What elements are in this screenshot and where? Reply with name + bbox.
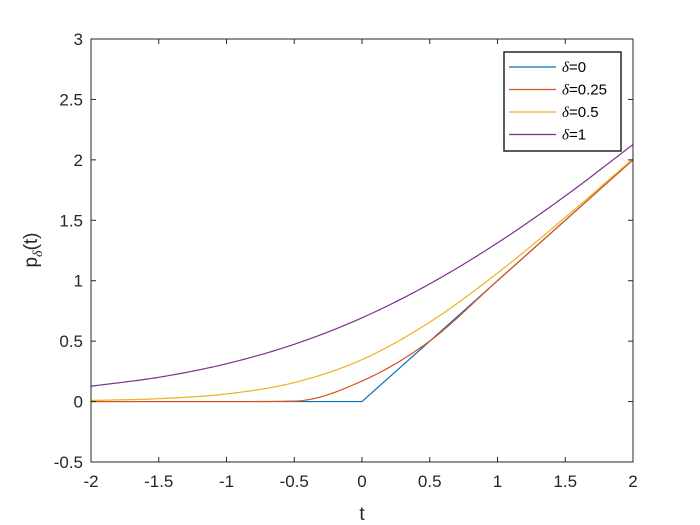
series-line xyxy=(91,159,634,403)
legend-entry-symbol: δ xyxy=(562,105,570,121)
x-tick-label: 2 xyxy=(628,472,637,491)
y-axis-label: pδ(t) xyxy=(21,232,46,267)
series-layer xyxy=(90,144,634,403)
series-line xyxy=(90,144,634,387)
x-tick-label: 1 xyxy=(493,472,502,491)
y-tick-label: 1 xyxy=(74,272,83,291)
x-tick-label: -1.5 xyxy=(144,472,173,491)
tick-layer: -2 -1.5 -1 -0.5 0 0.5 1 1.5 2 -0.5 0 0.5 1 1.5 2 2.5 3 xyxy=(54,30,638,491)
legend-entry-symbol: δ xyxy=(562,83,570,99)
y-axis-label-subscript: δ xyxy=(31,250,46,257)
x-tick-label: -0.5 xyxy=(280,472,309,491)
y-tick-label: 3 xyxy=(74,30,83,49)
x-tick-label: 0.5 xyxy=(418,472,442,491)
legend-entry-label: δ=1 xyxy=(562,127,586,144)
y-axis-label-prefix: p xyxy=(21,257,42,268)
legend-entry-value: =0.5 xyxy=(569,104,599,121)
legend-entry-value: =0 xyxy=(569,59,586,76)
legend-entry-symbol: δ xyxy=(562,128,570,144)
series-line xyxy=(90,158,634,402)
y-axis-label-suffix: (t) xyxy=(21,232,42,250)
y-tick-label: 2.5 xyxy=(59,90,83,109)
legend-entry-value: =0.25 xyxy=(569,82,607,99)
legend-entry-label: δ=0.5 xyxy=(562,104,599,121)
legend-entry-label: δ=0 xyxy=(562,59,586,76)
x-tick-label: 1.5 xyxy=(553,472,577,491)
y-tick-label: 0.5 xyxy=(59,332,83,351)
legend-entry-label: δ=0.25 xyxy=(562,82,607,99)
legend-entry-value: =1 xyxy=(569,127,586,144)
legend: δ=0δ=0.25δ=0.5δ=1 xyxy=(503,51,622,152)
legend-entry-symbol: δ xyxy=(562,60,570,76)
y-tick-label: -0.5 xyxy=(54,453,83,472)
y-tick-label: 1.5 xyxy=(59,211,83,230)
x-tick-label: 0 xyxy=(357,472,366,491)
x-axis-label: t xyxy=(359,504,365,525)
y-tick-label: 0 xyxy=(74,393,83,412)
y-tick-label: 2 xyxy=(74,151,83,170)
x-tick-label: -2 xyxy=(83,472,98,491)
x-tick-label: -1 xyxy=(219,472,234,491)
